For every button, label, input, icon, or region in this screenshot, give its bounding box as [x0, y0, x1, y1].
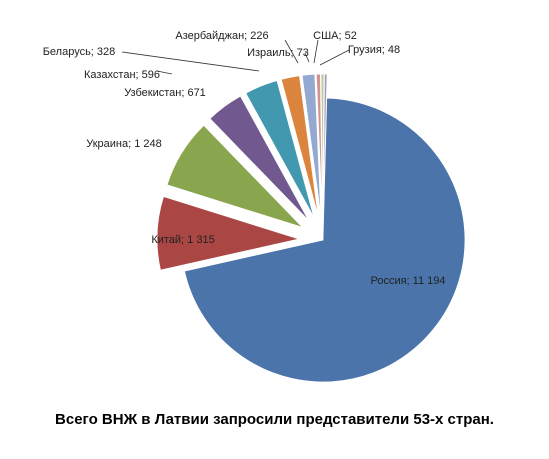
slice-label-7: Азербайджан; 226 [175, 30, 268, 42]
leader-line-9 [313, 39, 319, 64]
leader-line-5 [156, 70, 173, 75]
leader-line-8 [304, 52, 310, 63]
leader-line-10 [319, 49, 350, 66]
leader-line-6 [121, 51, 260, 72]
leader-line-7 [284, 39, 299, 64]
slice-label-4: Узбекистан; 671 [124, 87, 206, 99]
pie-slice-10 [322, 73, 328, 217]
slice-label-3: Украина; 1 248 [86, 138, 162, 150]
slice-label-2: Китай; 1 315 [151, 234, 214, 246]
slice-label-8: Израиль; 73 [247, 47, 309, 59]
pie-slice-4 [209, 95, 310, 221]
pie-slice-1 [183, 97, 466, 383]
pie-slice-5 [245, 80, 315, 218]
slice-label-10: Грузия; 48 [348, 44, 400, 56]
pie-slice-3 [166, 124, 303, 228]
slice-label-6: Беларусь; 328 [43, 46, 116, 58]
pie-slice-2 [156, 196, 301, 271]
chart-caption: Всего ВНЖ в Латвии запросили представите… [55, 411, 494, 428]
pie-slice-6 [280, 75, 319, 217]
slice-label-1: Россия; 11 194 [370, 275, 445, 287]
pie-slice-7 [301, 73, 322, 217]
pie-slice-8 [315, 73, 323, 217]
pie-slice-9 [320, 73, 325, 217]
slice-label-9: США; 52 [313, 30, 357, 42]
slice-label-5: Казахстан; 596 [84, 69, 160, 81]
